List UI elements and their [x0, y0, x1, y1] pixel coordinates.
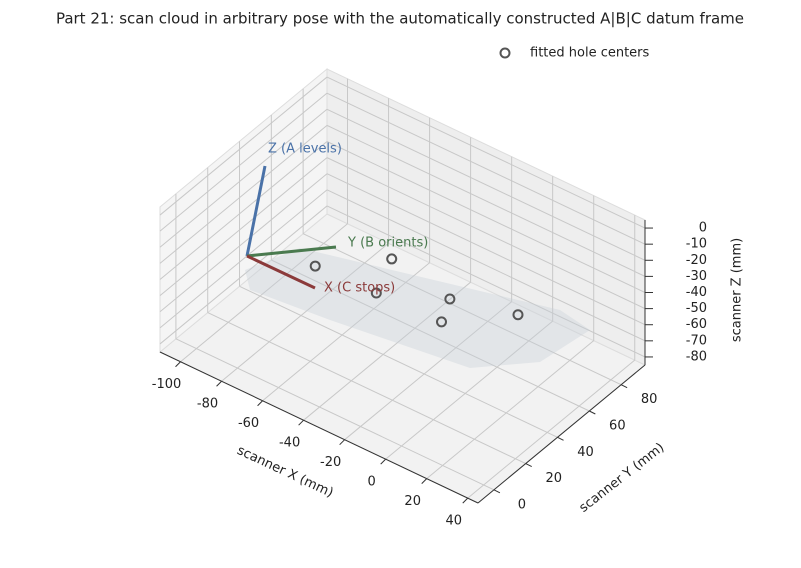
z-tick-label: -60 [686, 317, 707, 332]
x-tick-label: 0 [368, 475, 376, 490]
axis-line [159, 351, 479, 504]
tick-mark [421, 478, 428, 484]
x-tick-label: -60 [238, 416, 259, 431]
x-tick-label: 20 [404, 494, 421, 509]
tick-mark [175, 361, 181, 368]
grid-line [221, 242, 389, 382]
grid-line [159, 92, 328, 232]
grid-line [159, 76, 328, 216]
hole-center [436, 316, 448, 328]
tick-mark [620, 384, 628, 389]
y-tick-label: 80 [641, 392, 658, 407]
hole-center [444, 293, 456, 305]
x-tick-label: 40 [445, 514, 462, 529]
grid-line [159, 141, 328, 280]
tick-mark [525, 463, 532, 468]
grid-line [326, 108, 646, 261]
z-tick-label: -80 [686, 349, 707, 364]
hole-center [370, 287, 382, 299]
grid-line [344, 301, 512, 441]
grid-line [467, 359, 636, 499]
grid-line [159, 125, 328, 264]
legend-marker [499, 47, 511, 59]
tick-mark [557, 436, 564, 441]
hole-center [386, 253, 398, 265]
grid-line [159, 108, 328, 248]
tick-mark [298, 419, 304, 426]
tick-mark [216, 380, 222, 387]
tick-mark [589, 410, 596, 415]
x-tick-label: -100 [152, 377, 182, 392]
tick-mark [257, 400, 263, 407]
grid-line [180, 223, 348, 363]
legend-label: fitted hole centers [530, 46, 650, 61]
z-tick-label: -30 [686, 269, 707, 284]
grid-line [326, 92, 646, 245]
z-tick-label: 0 [699, 221, 707, 236]
z-tick-label: -10 [686, 237, 707, 252]
datum-x-axis [246, 254, 316, 290]
grid-line [159, 157, 328, 296]
axis-line [477, 364, 646, 504]
grid-line [326, 157, 646, 310]
hole-center [512, 309, 524, 321]
datum-label: X (C stops) [324, 281, 395, 296]
y-tick-label: 60 [609, 419, 626, 434]
grid-line [326, 141, 646, 293]
grid-line [207, 312, 526, 465]
grid-line [426, 340, 595, 480]
marks [309, 253, 524, 328]
x-tick-label: -20 [320, 455, 341, 470]
grid-line [326, 124, 646, 277]
tick-mark [339, 439, 345, 446]
grid-line [159, 173, 328, 313]
z-tick-label: -20 [686, 253, 707, 268]
grid-line [385, 320, 553, 460]
grid-line [326, 173, 646, 326]
datum-label: Z (A levels) [268, 142, 342, 157]
grid-line [326, 189, 646, 342]
grid-line [159, 205, 328, 345]
grid-line [262, 262, 430, 402]
x-tick-label: -80 [197, 397, 218, 412]
y-tick-label: 0 [518, 497, 526, 512]
tick-mark [462, 497, 469, 504]
grid-line [303, 281, 471, 421]
z-axis-label: scanner Z (mm) [730, 238, 745, 342]
grid-line [159, 189, 328, 329]
scan-cloud [245, 248, 590, 368]
y-tick-label: 40 [577, 445, 594, 460]
z-tick-label: -50 [686, 301, 707, 316]
z-tick-label: -40 [686, 285, 707, 300]
panes [159, 67, 653, 504]
z-tick-label: -70 [686, 333, 707, 348]
grid-line [326, 205, 646, 358]
datum-z-axis [245, 165, 267, 257]
chart-title: Part 21: scan cloud in arbitrary pose wi… [56, 10, 744, 28]
grid-line [271, 259, 590, 412]
x-axis-label: scanner X (mm) [235, 443, 336, 501]
grid-line [302, 233, 622, 386]
datum-label: Y (B orients) [347, 236, 428, 251]
hole-center [309, 260, 321, 272]
x-tick-label: -40 [279, 436, 300, 451]
datum-y-axis [246, 245, 337, 258]
tick-mark [493, 489, 501, 494]
grid-line [326, 76, 646, 229]
tick-mark [380, 458, 387, 465]
grid-line [239, 285, 558, 438]
y-tick-label: 20 [545, 471, 562, 486]
grid-line [175, 338, 495, 491]
